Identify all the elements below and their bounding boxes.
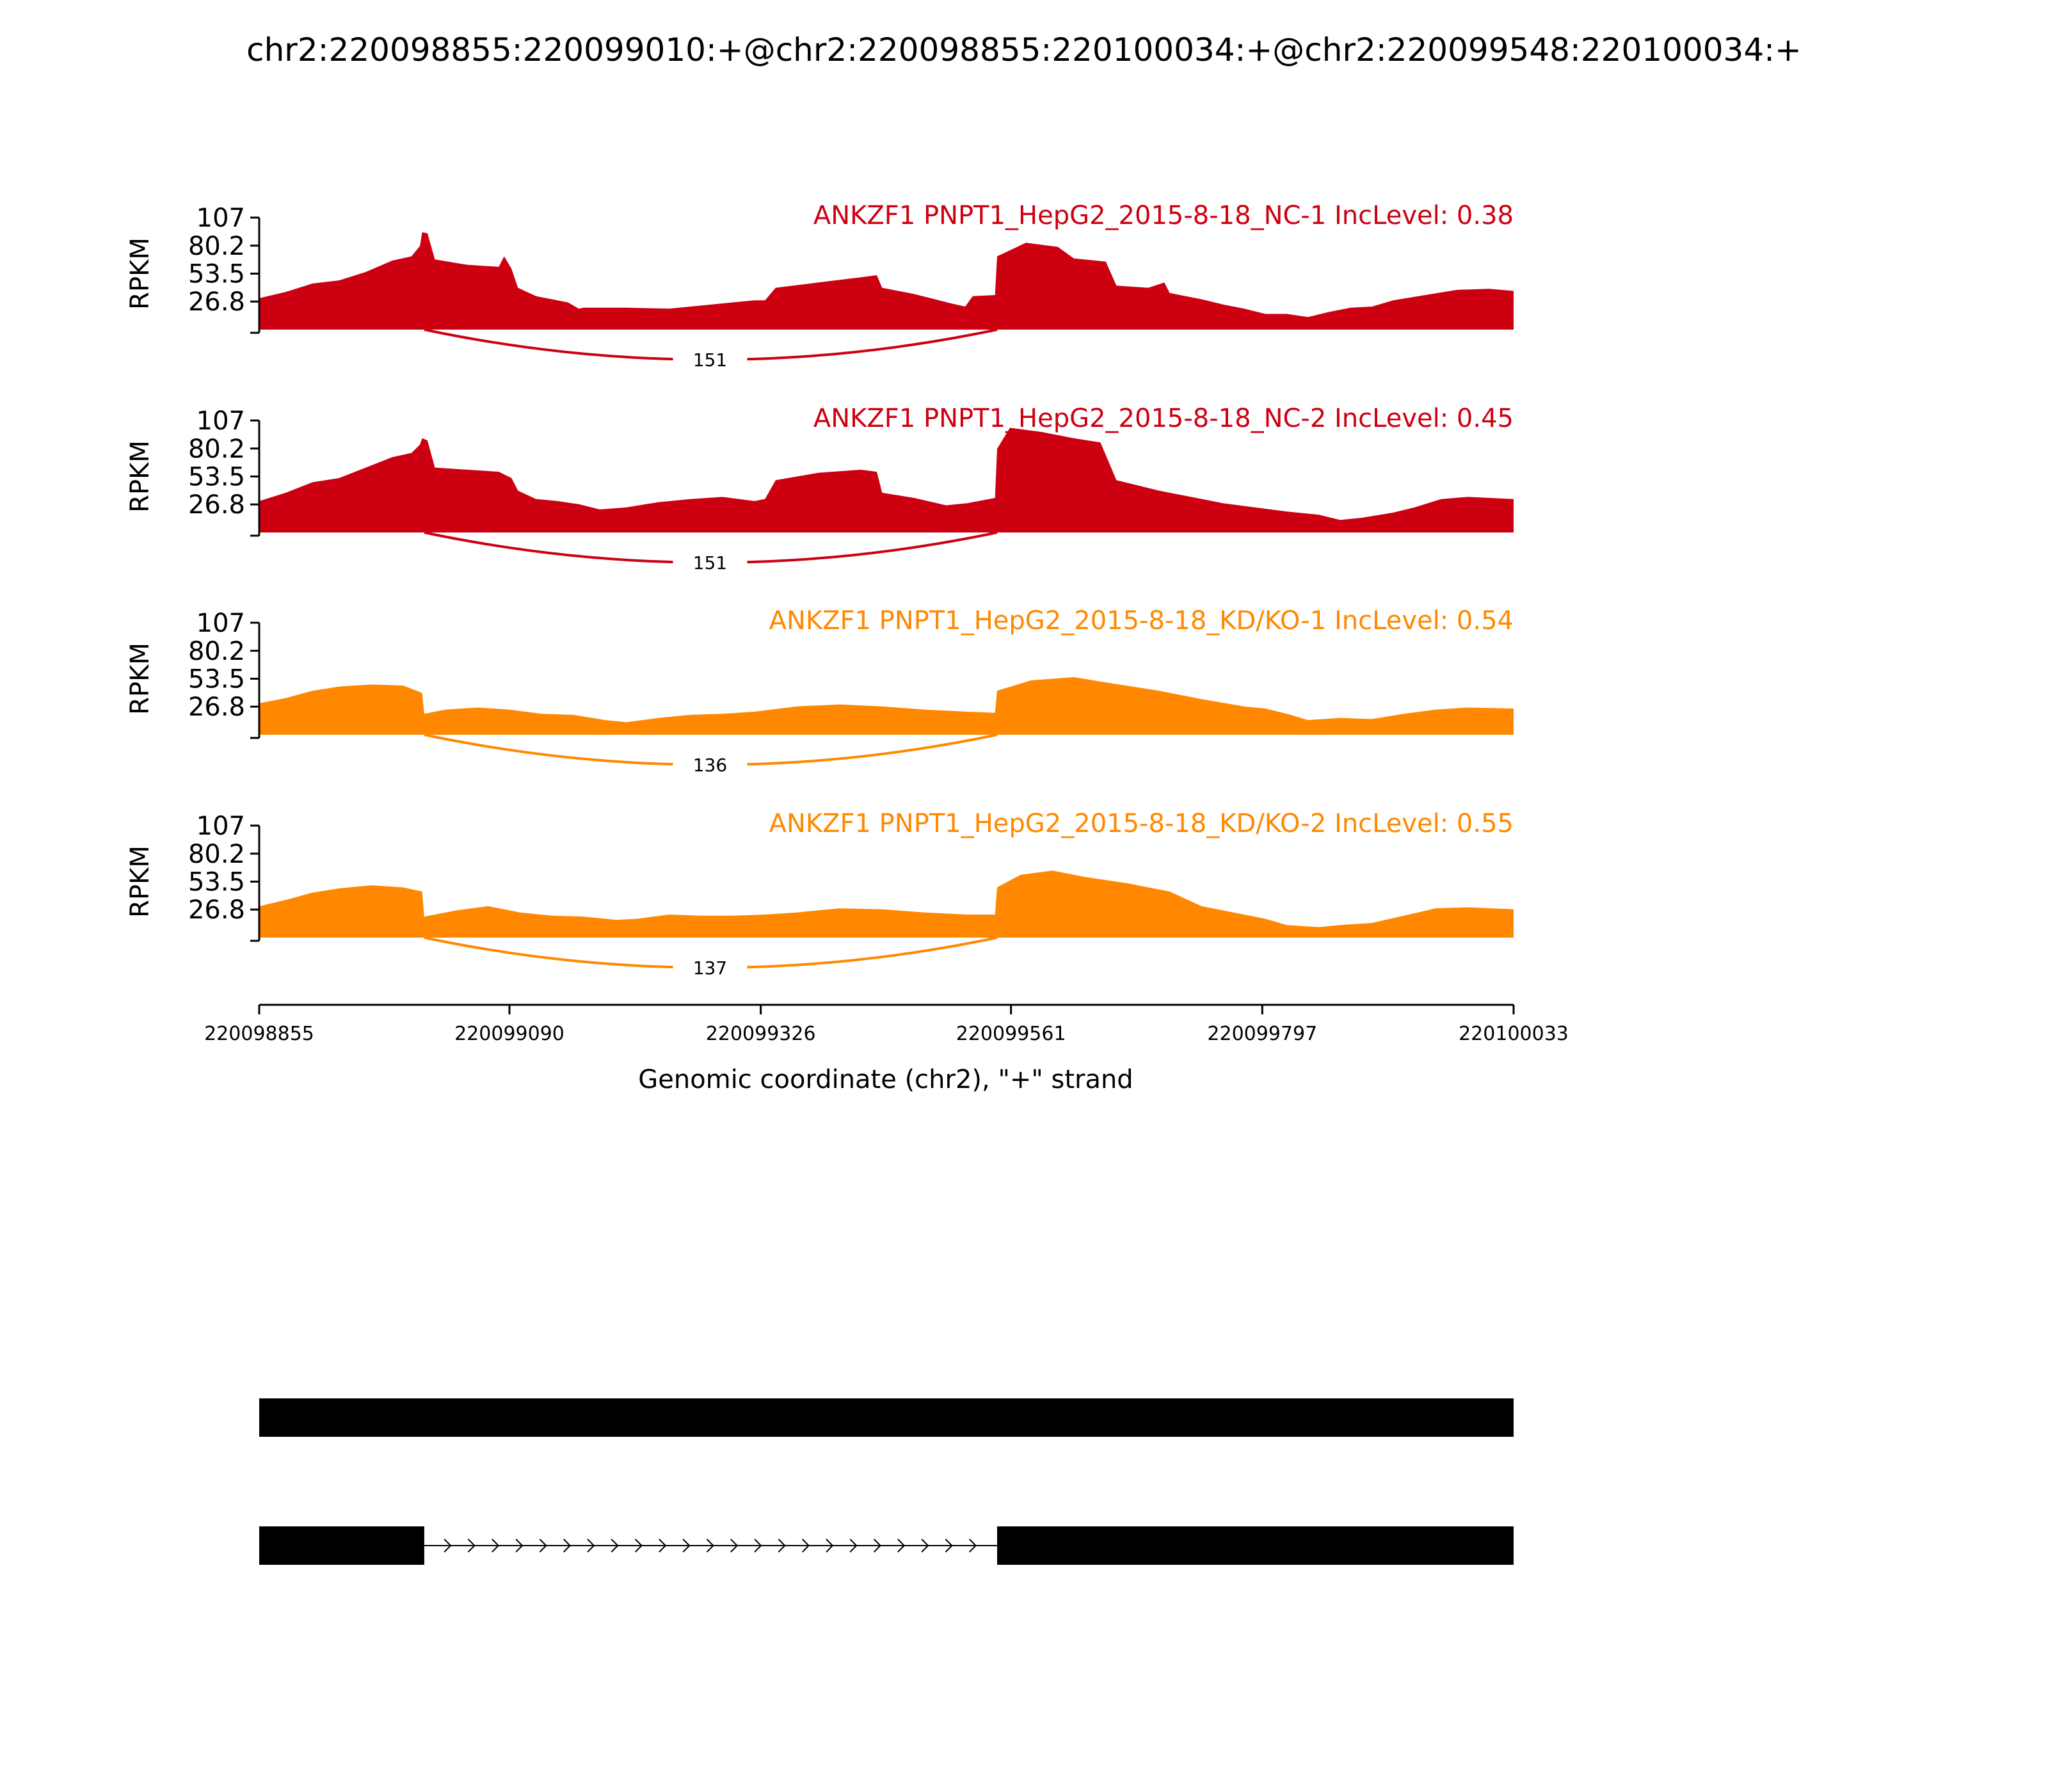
y-tick-label: 80.2 (188, 637, 245, 666)
junction-label-bg (673, 958, 748, 977)
x-tick-label: 220100033 (1459, 1023, 1569, 1045)
y-tick-label: 107 (196, 812, 245, 841)
strand-chevron (682, 1539, 691, 1553)
strand-chevron (873, 1539, 882, 1553)
y-tick-label: 53.5 (188, 868, 245, 897)
gene-model (259, 1526, 1514, 1565)
junction-label-bg (673, 755, 748, 774)
exon-block (259, 1526, 424, 1565)
y-axis-label: RPKM (125, 440, 155, 513)
y-tick-label: 80.2 (188, 840, 245, 869)
strand-chevron (826, 1539, 834, 1553)
y-tick-label: 26.8 (188, 287, 245, 317)
chart-title: chr2:220098855:220099010:+@chr2:22009885… (246, 31, 1802, 68)
junction-count: 151 (693, 552, 727, 573)
strand-chevron (587, 1539, 595, 1553)
strand-chevron (706, 1539, 714, 1553)
y-tick-label: 107 (196, 406, 245, 436)
strand-chevron (659, 1539, 667, 1553)
strand-chevron (921, 1539, 929, 1553)
junction-count: 151 (693, 349, 727, 371)
x-tick-label: 220099561 (956, 1023, 1066, 1045)
strand-chevron (730, 1539, 739, 1553)
y-tick-label: 53.5 (188, 463, 245, 492)
exon-block (997, 1526, 1514, 1565)
y-tick-label: 80.2 (188, 232, 245, 261)
strand-chevron (634, 1539, 643, 1553)
track-title: ANKZF1 PNPT1_HepG2_2015-8-18_KD/KO-1 Inc… (769, 606, 1514, 636)
strand-chevron (539, 1539, 547, 1553)
coverage-area (259, 428, 1514, 532)
exon-block (259, 1398, 1514, 1437)
coverage-area (259, 677, 1514, 735)
strand-chevron (515, 1539, 524, 1553)
y-tick-label: 80.2 (188, 435, 245, 464)
y-tick-label: 26.8 (188, 895, 245, 925)
x-tick-label: 220099797 (1207, 1023, 1317, 1045)
track-title: ANKZF1 PNPT1_HepG2_2015-8-18_NC-1 IncLev… (813, 201, 1514, 230)
strand-chevron (754, 1539, 762, 1553)
y-axis-label: RPKM (125, 643, 155, 715)
strand-chevron (492, 1539, 500, 1553)
y-tick-label: 26.8 (188, 490, 245, 520)
y-tick-label: 53.5 (188, 665, 245, 694)
x-tick-label: 220099090 (454, 1023, 564, 1045)
junction-count: 136 (693, 755, 727, 776)
y-tick-label: 107 (196, 609, 245, 638)
y-axis-label: RPKM (125, 237, 155, 310)
coverage-area (259, 232, 1514, 330)
y-tick-label: 53.5 (188, 260, 245, 289)
strand-chevron (778, 1539, 786, 1553)
strand-chevron (467, 1539, 476, 1553)
strand-chevron (611, 1539, 619, 1553)
strand-chevron (968, 1539, 977, 1553)
x-axis: 220098855 220099090 220099326 220099561 2200… (204, 1004, 1569, 1045)
y-tick-label: 107 (196, 204, 245, 233)
track-title: ANKZF1 PNPT1_HepG2_2015-8-18_KD/KO-2 Inc… (769, 809, 1514, 838)
gene-model (259, 1398, 1514, 1437)
strand-chevron (563, 1539, 572, 1553)
x-axis-label: Genomic coordinate (chr2), "+" strand (638, 1065, 1133, 1094)
strand-chevron (945, 1539, 953, 1553)
strand-chevron (897, 1539, 906, 1553)
junction-label-bg (673, 553, 748, 572)
strand-chevron (444, 1539, 452, 1553)
y-axis-label: RPKM (125, 845, 155, 918)
junction-label-bg (673, 350, 748, 369)
junction-count: 137 (693, 957, 727, 979)
x-tick-label: 220098855 (204, 1023, 314, 1045)
coverage-area (259, 870, 1514, 938)
strand-chevron (849, 1539, 858, 1553)
gene-models (259, 1398, 1514, 1565)
x-tick-label: 220099326 (706, 1023, 816, 1045)
strand-chevron (801, 1539, 810, 1553)
y-tick-label: 26.8 (188, 692, 245, 722)
track-title: ANKZF1 PNPT1_HepG2_2015-8-18_NC-2 IncLev… (813, 404, 1514, 433)
